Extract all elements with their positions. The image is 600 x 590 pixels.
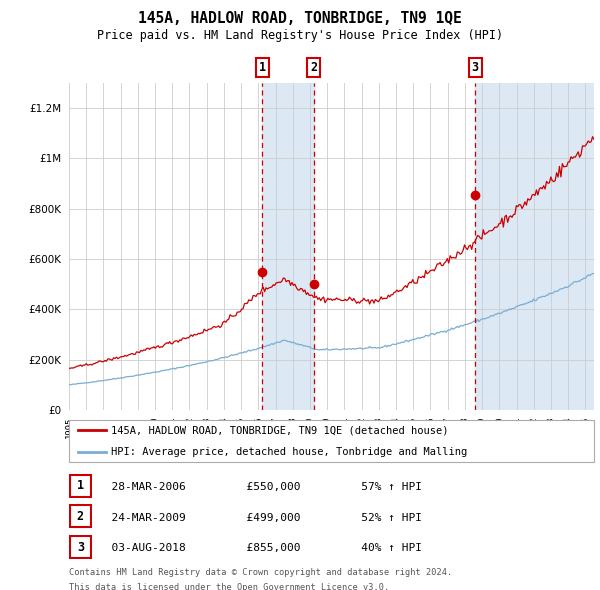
Text: 3: 3	[472, 61, 479, 74]
Text: 03-AUG-2018         £855,000         40% ↑ HPI: 03-AUG-2018 £855,000 40% ↑ HPI	[98, 543, 422, 553]
Text: Price paid vs. HM Land Registry's House Price Index (HPI): Price paid vs. HM Land Registry's House …	[97, 29, 503, 42]
Text: This data is licensed under the Open Government Licence v3.0.: This data is licensed under the Open Gov…	[69, 583, 389, 590]
Bar	[262, 83, 314, 410]
Text: 1: 1	[259, 61, 266, 74]
Bar	[475, 83, 594, 410]
Text: 3: 3	[77, 540, 84, 553]
Text: 2: 2	[77, 510, 84, 523]
FancyBboxPatch shape	[69, 420, 594, 463]
Text: 28-MAR-2006         £550,000         57% ↑ HPI: 28-MAR-2006 £550,000 57% ↑ HPI	[98, 482, 422, 492]
FancyBboxPatch shape	[70, 505, 91, 527]
Text: Contains HM Land Registry data © Crown copyright and database right 2024.: Contains HM Land Registry data © Crown c…	[69, 568, 452, 577]
FancyBboxPatch shape	[70, 536, 91, 558]
FancyBboxPatch shape	[70, 474, 91, 497]
Text: 145A, HADLOW ROAD, TONBRIDGE, TN9 1QE: 145A, HADLOW ROAD, TONBRIDGE, TN9 1QE	[138, 11, 462, 27]
Text: 2: 2	[310, 61, 317, 74]
Text: 1: 1	[77, 479, 84, 492]
Text: HPI: Average price, detached house, Tonbridge and Malling: HPI: Average price, detached house, Tonb…	[111, 447, 467, 457]
Text: 145A, HADLOW ROAD, TONBRIDGE, TN9 1QE (detached house): 145A, HADLOW ROAD, TONBRIDGE, TN9 1QE (d…	[111, 425, 449, 435]
Text: 24-MAR-2009         £499,000         52% ↑ HPI: 24-MAR-2009 £499,000 52% ↑ HPI	[98, 513, 422, 523]
